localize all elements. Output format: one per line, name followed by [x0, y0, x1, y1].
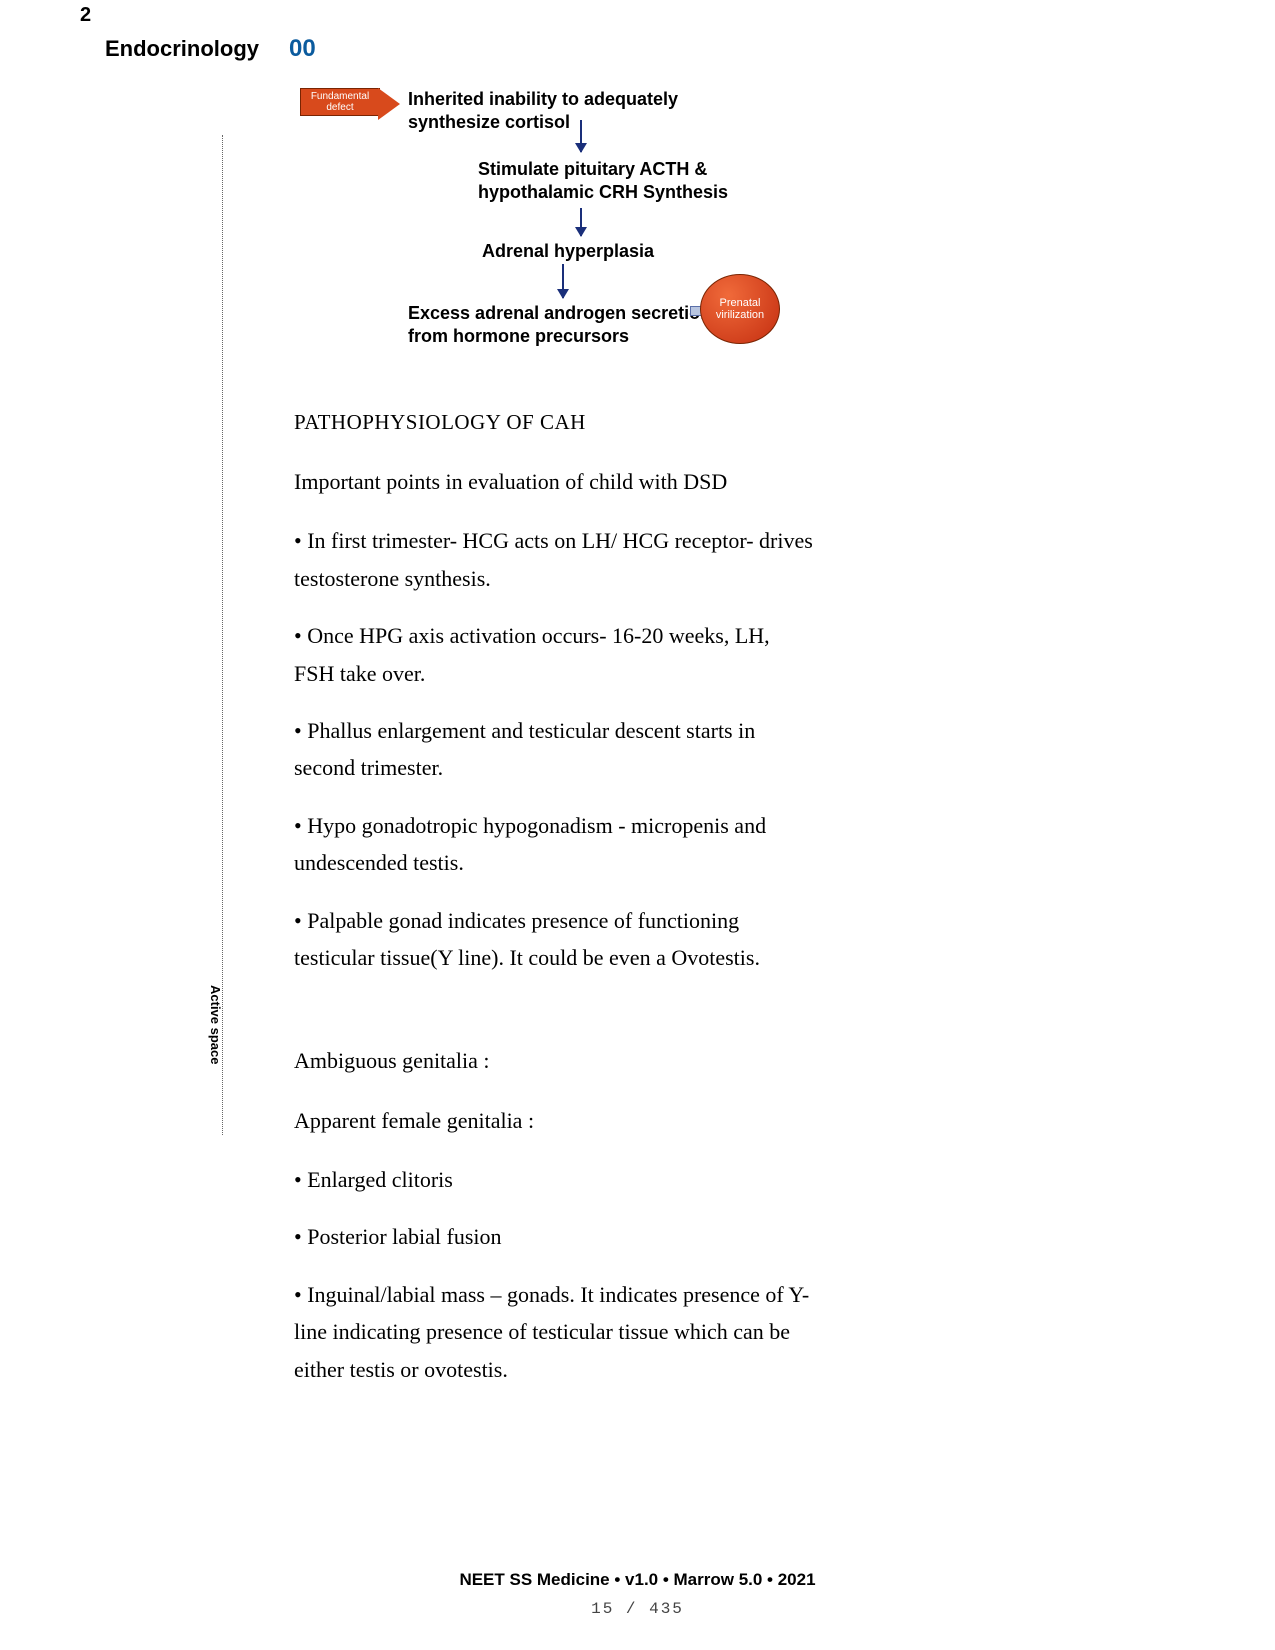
bullet-item: • Inguinal/labial mass – gonads. It indi… — [294, 1276, 814, 1388]
bullet-item: • Enlarged clitoris — [294, 1161, 814, 1198]
down-arrow-icon — [580, 208, 582, 236]
sub-heading-ambiguous: Ambiguous genitalia : — [294, 1042, 814, 1079]
flow-node-1: Inherited inability to adequately synthe… — [408, 88, 768, 135]
page-number-top: 2 — [80, 4, 91, 27]
bullet-item: • Phallus enlargement and testicular des… — [294, 712, 814, 787]
header-title: Endocrinology — [105, 36, 259, 62]
fundamental-line1: Fundamental — [311, 91, 369, 102]
bullet-item: • Hypo gonadotropic hypogonadism - micro… — [294, 807, 814, 882]
circle-line2: virilization — [716, 309, 764, 321]
page-counter: 15 / 435 — [0, 1600, 1275, 1618]
page-header: Endocrinology 00 — [105, 35, 316, 63]
fundamental-arrow-icon — [378, 88, 400, 120]
down-arrow-icon — [580, 120, 582, 152]
flowchart: Fundamental defect Inherited inability t… — [300, 80, 980, 370]
footer-text: NEET SS Medicine • v1.0 • Marrow 5.0 • 2… — [0, 1570, 1275, 1590]
down-arrow-icon — [562, 264, 564, 298]
active-space-label: Active space — [208, 985, 223, 1065]
section-heading: PATHOPHYSIOLOGY OF CAH — [294, 410, 814, 435]
bullet-item: • Palpable gonad indicates presence of f… — [294, 902, 814, 977]
intro-line: Important points in evaluation of child … — [294, 463, 814, 500]
sub-heading-apparent-female: Apparent female genitalia : — [294, 1102, 814, 1139]
bullet-item: • Once HPG axis activation occurs- 16-20… — [294, 617, 814, 692]
flow-node-2: Stimulate pituitary ACTH & hypothalamic … — [478, 158, 768, 205]
content-body: PATHOPHYSIOLOGY OF CAH Important points … — [294, 410, 814, 1408]
bullet-item: • Posterior labial fusion — [294, 1218, 814, 1255]
circle-line1: Prenatal — [720, 297, 761, 309]
flow-node-3: Adrenal hyperplasia — [482, 240, 654, 263]
flow-node-4: Excess adrenal androgen secretion from h… — [408, 302, 718, 349]
header-code: 00 — [289, 35, 316, 63]
fundamental-line2: defect — [326, 102, 353, 113]
prenatal-virilization-circle: Prenatal virilization — [700, 274, 780, 344]
bullet-item: • In first trimester- HCG acts on LH/ HC… — [294, 522, 814, 597]
fundamental-defect-label: Fundamental defect — [300, 88, 380, 116]
